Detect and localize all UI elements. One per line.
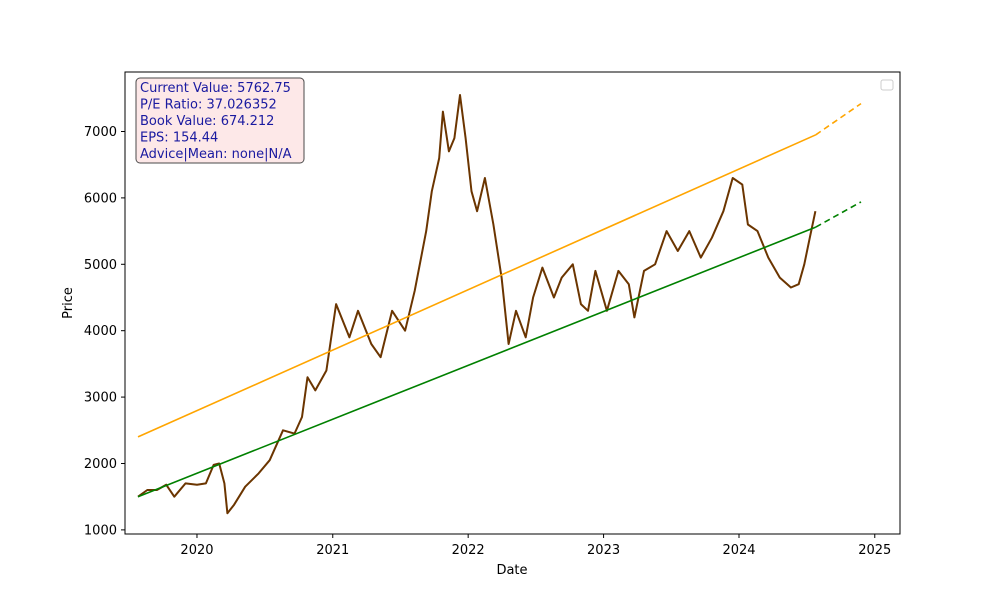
- info-box: Current Value: 5762.75 P/E Ratio: 37.026…: [135, 77, 305, 164]
- series-layer: [137, 94, 862, 515]
- info-eps: EPS: 154.44: [140, 131, 218, 146]
- series-line-0: [137, 94, 817, 515]
- y-tick-label-1: 2000: [84, 457, 117, 472]
- x-axis: 2020 2021 2022 2023 2024 2025: [180, 534, 891, 558]
- x-axis-title: Date: [496, 563, 527, 578]
- y-tick-label-3: 4000: [84, 324, 117, 339]
- y-tick-label-0: 1000: [84, 523, 117, 538]
- series-line-2: [815, 102, 862, 136]
- info-book-value: Book Value: 674.212: [140, 114, 274, 129]
- y-tick-label-6: 7000: [84, 125, 117, 140]
- info-box-background: [135, 77, 305, 164]
- x-tick-label-2: 2022: [452, 543, 485, 558]
- x-tick-label-3: 2023: [587, 543, 620, 558]
- x-tick-label-5: 2025: [858, 543, 891, 558]
- series-line-3: [137, 226, 817, 498]
- y-tick-label-2: 3000: [84, 391, 117, 406]
- info-current-value: Current Value: 5762.75: [140, 81, 291, 96]
- series-line-1: [137, 134, 817, 438]
- y-tick-label-5: 6000: [84, 191, 117, 206]
- x-tick-label-0: 2020: [180, 543, 213, 558]
- plot-frame: [124, 71, 901, 535]
- info-pe-ratio: P/E Ratio: 37.026352: [140, 98, 277, 113]
- y-tick-label-4: 5000: [84, 258, 117, 273]
- info-advice-mean: Advice|Mean: none|N/A: [140, 147, 292, 162]
- x-tick-label-1: 2021: [316, 543, 349, 558]
- y-axis-title: Price: [61, 287, 76, 319]
- series-line-4: [815, 201, 862, 228]
- x-tick-label-4: 2024: [722, 543, 755, 558]
- legend-box: [880, 79, 894, 91]
- y-axis: 1000 2000 3000 4000 5000 6000 7000: [84, 125, 125, 538]
